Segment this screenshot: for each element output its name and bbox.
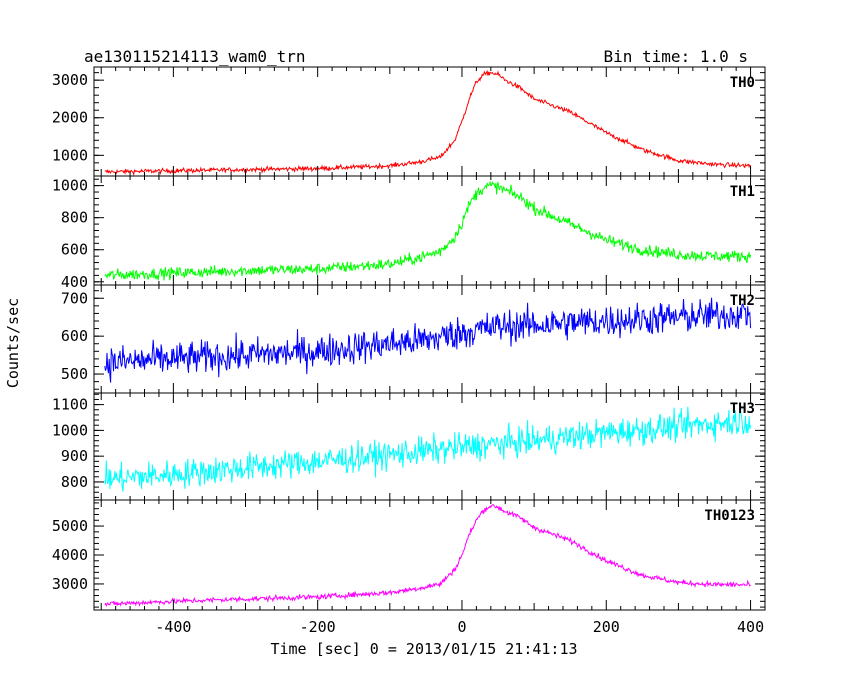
y-tick-label: 2000 <box>52 109 88 127</box>
y-tick-label: 600 <box>61 241 88 259</box>
x-axis-title: Time [sec] 0 = 2013/01/15 21:41:13 <box>270 640 577 658</box>
y-tick-label: 4000 <box>52 546 88 564</box>
x-tick-label: -400 <box>155 618 191 636</box>
panel-th0: 1000 2000 3000 TH0 <box>52 66 766 177</box>
bin-time-label: Bin time: 1.0 s <box>604 47 749 66</box>
y-axis-title: Counts/sec <box>4 298 22 388</box>
y-tick-label: 800 <box>61 209 88 227</box>
panel-frame <box>93 175 766 286</box>
series-line-th2 <box>104 297 752 383</box>
panel-name-label: TH0 <box>730 75 755 91</box>
series-line-th0 <box>104 69 752 177</box>
x-tick-label: 0 <box>457 618 466 636</box>
x-tick-label: 400 <box>737 618 764 636</box>
y-tick-label: 900 <box>61 447 88 465</box>
y-tick-label: 1000 <box>52 421 88 439</box>
y-tick-label: 1000 <box>52 146 88 164</box>
panel-frame <box>93 499 766 611</box>
panel-th1: 400 600 800 1000 TH1 <box>52 175 766 291</box>
chart-title: ae130115214113_wam0_trn <box>84 47 306 66</box>
x-tick-label: 200 <box>593 618 620 636</box>
panel-name-label: TH3 <box>730 401 755 417</box>
panel-name-label: TH1 <box>730 184 755 200</box>
y-tick-label: 500 <box>61 365 88 383</box>
y-tick-label: 600 <box>61 327 88 345</box>
panel-th3: 800 900 1000 1100 TH3 <box>52 392 766 501</box>
y-tick-label: 400 <box>61 273 88 291</box>
y-tick-label: 3000 <box>52 71 88 89</box>
y-tick-label: 1100 <box>52 396 88 414</box>
y-tick-label: 1000 <box>52 177 88 195</box>
panel-th2: 500 600 700 TH2 <box>61 284 766 394</box>
panel-name-label: TH0123 <box>704 508 755 524</box>
series-line-th3 <box>104 406 752 492</box>
y-tick-label: 3000 <box>52 575 88 593</box>
series-line-th0123 <box>104 504 751 608</box>
y-tick-label: 800 <box>61 473 88 491</box>
panel-name-label: TH2 <box>730 293 755 309</box>
y-tick-label: 5000 <box>52 517 88 535</box>
series-line-th1 <box>104 180 752 281</box>
x-tick-label: -200 <box>300 618 336 636</box>
panel-th0123: 3000 4000 5000 TH0123 <box>52 499 766 611</box>
y-tick-label: 700 <box>61 289 88 307</box>
